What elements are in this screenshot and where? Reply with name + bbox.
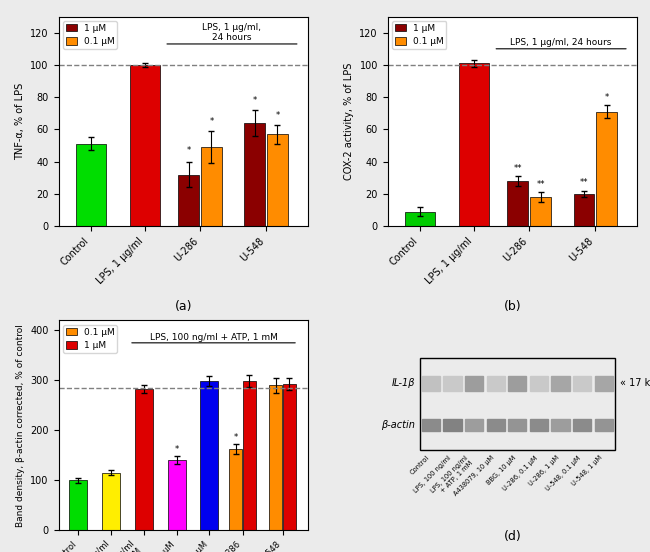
Bar bbox=[573, 419, 592, 432]
Text: LPS, 1 μg/ml, 24 hours: LPS, 1 μg/ml, 24 hours bbox=[510, 38, 612, 47]
Bar bbox=[443, 419, 461, 432]
Bar bbox=[422, 376, 440, 391]
Text: **: ** bbox=[536, 180, 545, 189]
Bar bbox=[270, 385, 282, 530]
Bar bbox=[596, 112, 617, 226]
Bar bbox=[530, 376, 548, 391]
Text: BBG, 10 μM: BBG, 10 μM bbox=[486, 454, 517, 486]
Bar bbox=[405, 211, 435, 226]
Text: *: * bbox=[233, 433, 238, 442]
Bar bbox=[508, 376, 526, 391]
Bar bbox=[243, 381, 255, 530]
Bar bbox=[130, 65, 160, 226]
Bar bbox=[530, 419, 548, 432]
Bar bbox=[422, 419, 440, 432]
Text: *: * bbox=[209, 117, 213, 126]
Bar bbox=[486, 376, 505, 391]
Text: LPS, 1 μg/ml,
24 hours: LPS, 1 μg/ml, 24 hours bbox=[202, 23, 261, 43]
Text: (b): (b) bbox=[504, 300, 521, 313]
Legend: 1 μM, 0.1 μM: 1 μM, 0.1 μM bbox=[63, 21, 117, 49]
Bar bbox=[76, 144, 106, 226]
Text: LPS, 100 ng/ml: LPS, 100 ng/ml bbox=[413, 454, 452, 494]
Bar bbox=[200, 381, 218, 530]
Text: IL-1β: IL-1β bbox=[391, 378, 415, 388]
Text: U-286, 0.1 μM: U-286, 0.1 μM bbox=[502, 454, 539, 492]
Bar bbox=[420, 358, 614, 450]
Text: LPS, 100 ng/ml + ATP, 1 mM: LPS, 100 ng/ml + ATP, 1 mM bbox=[150, 333, 278, 342]
Bar bbox=[508, 181, 528, 226]
Text: *: * bbox=[253, 96, 257, 105]
Bar bbox=[573, 376, 592, 391]
Bar bbox=[595, 419, 613, 432]
Text: β-actin: β-actin bbox=[381, 420, 415, 430]
Bar bbox=[102, 473, 120, 530]
Bar bbox=[486, 419, 505, 432]
Text: (a): (a) bbox=[174, 300, 192, 313]
Bar bbox=[201, 147, 222, 226]
Text: *: * bbox=[187, 146, 190, 155]
Text: Control: Control bbox=[410, 454, 431, 476]
Y-axis label: TNF-α, % of LPS: TNF-α, % of LPS bbox=[15, 83, 25, 160]
Bar bbox=[244, 123, 265, 226]
Bar bbox=[530, 197, 551, 226]
Text: (d): (d) bbox=[504, 530, 521, 543]
Bar bbox=[443, 376, 461, 391]
Bar bbox=[69, 480, 87, 530]
Bar bbox=[573, 194, 594, 226]
Text: « 17 kDa: « 17 kDa bbox=[619, 378, 650, 388]
Bar bbox=[460, 63, 489, 226]
Text: LPS, 100 ng/ml
+ ATP, 1 mM: LPS, 100 ng/ml + ATP, 1 mM bbox=[430, 454, 474, 499]
Bar bbox=[283, 384, 296, 530]
Legend: 1 μM, 0.1 μM: 1 μM, 0.1 μM bbox=[392, 21, 447, 49]
Bar bbox=[465, 419, 483, 432]
Bar bbox=[178, 174, 199, 226]
Bar bbox=[168, 460, 186, 530]
Text: *: * bbox=[174, 445, 179, 454]
Legend: 0.1 μM, 1 μM: 0.1 μM, 1 μM bbox=[63, 325, 117, 353]
Text: U-548, 0.1 μM: U-548, 0.1 μM bbox=[545, 454, 582, 492]
Text: U-548, 1 μM: U-548, 1 μM bbox=[571, 454, 604, 487]
Bar bbox=[508, 419, 526, 432]
Bar bbox=[551, 419, 569, 432]
Text: **: ** bbox=[580, 178, 588, 188]
Text: **: ** bbox=[514, 164, 522, 173]
Bar bbox=[229, 449, 242, 530]
Y-axis label: Band density, β-actin corrected, % of control: Band density, β-actin corrected, % of co… bbox=[16, 323, 25, 527]
Text: A438079, 10 μM: A438079, 10 μM bbox=[453, 454, 496, 497]
Bar bbox=[267, 134, 288, 226]
Bar bbox=[551, 376, 569, 391]
Text: *: * bbox=[276, 111, 279, 120]
Y-axis label: COX-2 activity, % of LPS: COX-2 activity, % of LPS bbox=[344, 62, 354, 180]
Bar bbox=[595, 376, 613, 391]
Bar bbox=[465, 376, 483, 391]
Text: *: * bbox=[604, 93, 609, 102]
Text: U-286, 1 μM: U-286, 1 μM bbox=[528, 454, 560, 487]
Bar bbox=[135, 389, 153, 530]
